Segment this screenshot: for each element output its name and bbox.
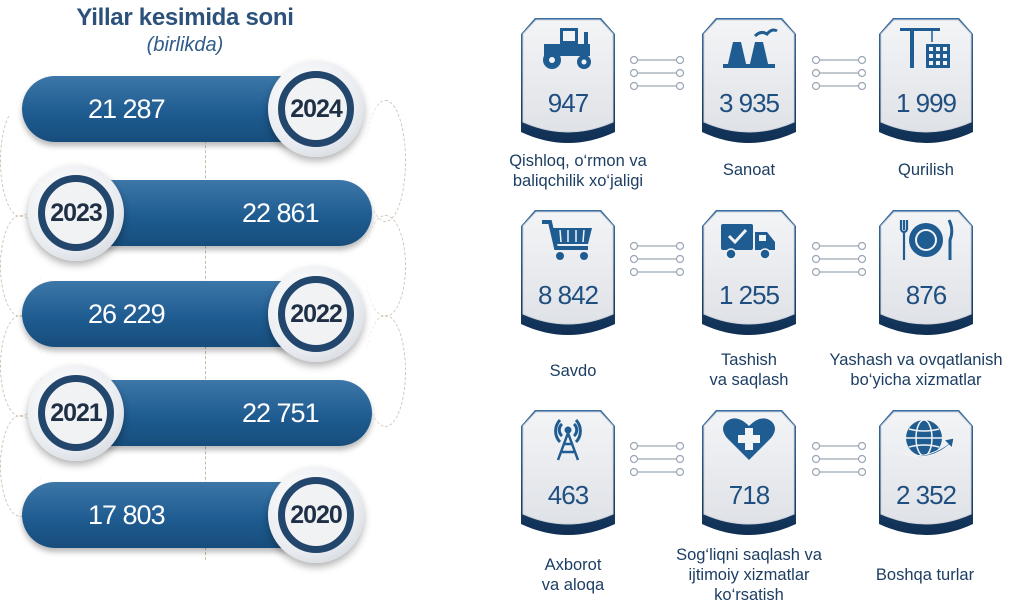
dashed-arc [365,215,406,317]
dashed-arc [0,415,41,517]
shopping-cart-icon [542,220,592,260]
sector-value: 718 [728,480,770,510]
year-badge-2023: 2023 [28,165,124,261]
year-label: 2022 [290,299,343,328]
sector-label: Sog‘liqni saqlash va ijtimoiy xizmatlar ko… [676,546,822,604]
plate-cutlery-icon [899,219,954,260]
connector-dots [630,441,684,477]
sector-card-construction: 1 999 [871,14,981,149]
tractor-icon [543,28,591,69]
sector-label: Qurilish [898,161,954,179]
antenna-tower-icon [554,418,582,461]
year-label: 2023 [50,198,103,227]
sector-value: 2 352 [895,480,957,510]
construction-crane-icon [900,28,950,68]
sector-value: 947 [547,88,589,118]
sector-card-accommodation: 876 [871,206,981,341]
sector-label: Boshqa turlar [875,566,975,584]
sector-card-ict: 463 [513,406,623,541]
sector-card-other: 2 352 [871,406,981,541]
sector-value: 463 [547,480,589,510]
sector-card-agriculture: 947 [513,14,623,149]
sector-value: 8 842 [537,280,599,310]
year-label: 2020 [290,500,343,529]
sector-value: 876 [905,280,947,310]
delivery-truck-icon [721,224,775,260]
connector-dots [812,241,866,277]
connector-dots [812,55,866,91]
globe-arrow-icon [899,419,955,458]
year-value: 17 803 [88,500,166,530]
sector-label: Qishloq, o‘rmon va baliqchilik xo‘jaligi [509,152,647,190]
page-subtitle: (birlikda) [146,34,224,56]
year-value: 21 287 [88,94,166,124]
sector-card-transport: 1 255 [694,206,804,341]
dashed-arc [365,100,406,222]
year-badge-2022: 2022 [268,266,364,362]
sector-value: 3 935 [718,88,780,118]
connector-dots [630,55,684,91]
year-value: 22 751 [242,398,320,428]
sector-label: Axborot va aloqa [541,556,605,594]
sector-label: Sanoat [722,161,776,179]
year-value: 26 229 [88,299,166,329]
year-badge-2024: 2024 [268,61,364,157]
year-label: 2024 [290,94,343,123]
year-badge-2021: 2021 [28,365,124,461]
sector-label: Yashash va ovqatlanish bo‘yicha xizmatlar [829,351,1003,389]
sector-card-health: 718 [694,406,804,541]
sector-value: 1 999 [895,88,957,118]
factory-icon [723,28,778,68]
sector-label: Tashish va saqlash [709,351,789,389]
sector-card-trade: 8 842 [513,206,623,341]
connector-dots [812,441,866,477]
sector-card-industry: 3 935 [694,14,804,149]
sector-label: Savdo [549,362,597,380]
year-value: 22 861 [242,198,320,228]
year-badge-2020: 2020 [268,467,364,563]
page-title: Yillar kesimida soni [76,4,294,31]
connector-dots [630,241,684,277]
heart-medical-icon [723,418,775,460]
sector-value: 1 255 [718,280,780,310]
dashed-arc [365,315,406,427]
year-label: 2021 [50,398,103,427]
